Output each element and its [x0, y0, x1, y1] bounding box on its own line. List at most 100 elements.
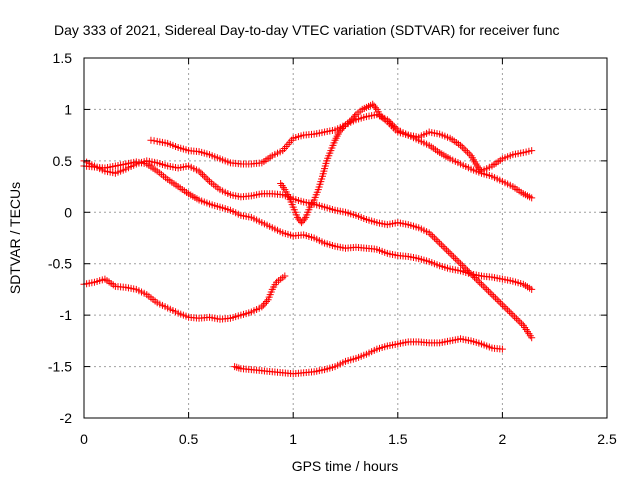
series-track-4 [277, 100, 536, 227]
y-tick-label: -1 [60, 307, 73, 323]
data-point [493, 296, 501, 304]
y-tick-label: -0.5 [48, 256, 72, 272]
data-point [474, 277, 482, 285]
data-point [389, 121, 397, 129]
x-tick-label: 1.5 [388, 431, 408, 447]
data-point [500, 303, 508, 311]
y-tick-label: -1.5 [48, 359, 72, 375]
plot-area-frame [83, 57, 608, 419]
data-point [486, 289, 494, 297]
axis-ticks [83, 57, 608, 419]
data-point [512, 315, 520, 323]
data-point [300, 215, 308, 223]
data-point [434, 237, 442, 245]
data-point [429, 232, 437, 240]
data-point [469, 272, 477, 280]
data-point [195, 167, 203, 175]
data-point [476, 279, 484, 287]
data-point [502, 304, 510, 312]
series-track-6 [231, 335, 506, 378]
data-point [437, 241, 445, 249]
data-point [458, 261, 466, 269]
tick-labels: 0 0.5 1 1.5 2 2.5 -2 -1.5 -1 -0.5 0 0.5 1 1.5 [48, 50, 617, 447]
data-point [464, 148, 472, 156]
y-tick-label: 0 [64, 204, 72, 220]
data-point [518, 320, 526, 328]
x-axis-label: GPS time / hours [292, 458, 399, 474]
data-point [458, 143, 466, 151]
data-point [335, 128, 343, 136]
data-point [204, 176, 212, 184]
data-point [281, 272, 289, 280]
data-point [451, 255, 459, 263]
data-point [462, 147, 470, 155]
chart-title: Day 333 of 2021, Sidereal Day-to-day VTE… [54, 22, 560, 38]
data-point [450, 253, 458, 261]
data-point [460, 145, 468, 153]
data-points [80, 100, 536, 378]
data-point [427, 231, 435, 239]
data-point [446, 249, 454, 257]
data-point [200, 172, 208, 180]
series-track-2 [80, 158, 536, 293]
data-point [477, 280, 485, 288]
data-point [199, 171, 207, 179]
data-point [479, 282, 487, 290]
data-point [528, 334, 536, 342]
data-point [338, 124, 346, 132]
data-point [481, 284, 489, 292]
data-point [457, 141, 465, 149]
x-tick-label: 2.5 [597, 431, 617, 447]
data-point [490, 292, 498, 300]
data-point [425, 229, 433, 237]
data-point [197, 169, 205, 177]
data-point [351, 112, 359, 120]
data-point [432, 236, 440, 244]
data-point [483, 285, 491, 293]
x-tick-label: 1 [289, 431, 297, 447]
series-track-5 [80, 272, 289, 323]
data-point [495, 297, 503, 305]
y-tick-label: 0.5 [53, 153, 73, 169]
data-point [444, 248, 452, 256]
data-point [261, 299, 269, 307]
series-track-3 [147, 111, 536, 202]
data-point [514, 316, 522, 324]
data-point [491, 294, 499, 302]
data-point [258, 303, 266, 311]
x-tick-label: 0 [80, 431, 88, 447]
data-point [516, 318, 524, 326]
data-point [202, 174, 210, 182]
data-point [443, 246, 451, 254]
data-point [498, 345, 506, 353]
data-point [439, 243, 447, 251]
data-point [371, 104, 379, 112]
data-point [460, 263, 468, 271]
data-point [504, 306, 512, 314]
y-tick-label: -2 [60, 410, 73, 426]
data-point [150, 137, 158, 145]
data-point [509, 311, 517, 319]
data-point [528, 194, 536, 202]
data-point [505, 308, 513, 316]
data-point [147, 136, 155, 144]
data-point [507, 309, 515, 317]
data-point [337, 126, 345, 134]
x-tick-label: 2 [499, 431, 507, 447]
data-point [528, 147, 536, 155]
x-tick-label: 0.5 [179, 431, 199, 447]
y-tick-label: 1 [64, 101, 72, 117]
data-point [430, 234, 438, 242]
data-point [511, 313, 519, 321]
data-point [488, 291, 496, 299]
data-point [259, 301, 267, 309]
data-point [263, 298, 271, 306]
data-point [453, 256, 461, 264]
data-point [497, 299, 505, 307]
data-point [436, 239, 444, 247]
y-tick-label: 1.5 [53, 50, 73, 66]
y-axis-label: SDTVAR / TECUs [7, 182, 23, 294]
data-point [484, 287, 492, 295]
data-point [448, 251, 456, 259]
